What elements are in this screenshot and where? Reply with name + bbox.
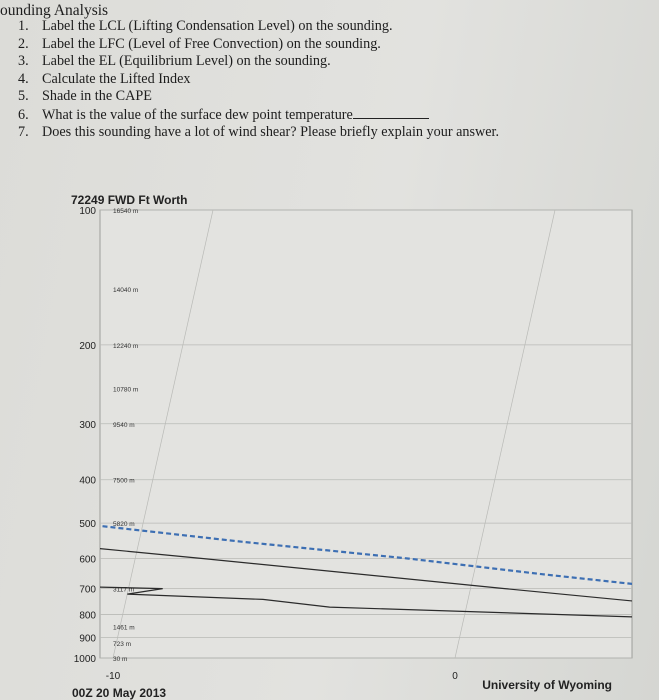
pressure-tick-label: 700 xyxy=(79,585,96,596)
isotherm-gridline xyxy=(454,210,556,658)
question-text: Label the EL (Equilibrium Level) on the … xyxy=(42,53,331,69)
height-label: 9540 m xyxy=(113,422,135,429)
chart-title: 72249 FWD Ft Worth xyxy=(71,193,188,207)
pressure-tick-label: 300 xyxy=(79,420,96,431)
question-text: Label the LCL (Lifting Condensation Leve… xyxy=(42,18,393,34)
question-number: 4. xyxy=(18,70,29,87)
question-item: 6. What is the value of the surface dew p… xyxy=(18,106,499,125)
question-item: 7. Does this sounding have a lot of wind … xyxy=(18,124,499,142)
question-number: 6. xyxy=(18,106,29,123)
temperature-tick-label: -10 xyxy=(106,671,121,682)
isotherm-gridline xyxy=(112,210,214,658)
pressure-tick-label: 400 xyxy=(79,476,96,487)
height-label: 1461 m xyxy=(113,624,135,631)
temperature-tick-label: 0 xyxy=(452,671,458,682)
chart-footer-source: University of Wyoming xyxy=(482,678,612,692)
question-text: Calculate the Lifted Index xyxy=(42,70,191,87)
question-number: 3. xyxy=(18,53,29,69)
pressure-tick-label: 200 xyxy=(79,341,96,352)
parcel-path-line xyxy=(100,524,632,585)
question-item: 3. Label the EL (Equilibrium Level) on th… xyxy=(18,53,499,71)
question-item: 4. Calculate the Lifted Index xyxy=(18,71,499,89)
question-number: 5. xyxy=(18,88,29,104)
answer-blank xyxy=(352,106,429,119)
dewpoint-profile-line xyxy=(100,586,632,618)
height-label: 723 m xyxy=(113,641,131,648)
height-label: 16540 m xyxy=(113,208,138,215)
height-label: 10780 m xyxy=(113,386,138,393)
question-list: 1. Label the LCL (Lifting Condensation Le… xyxy=(18,18,499,142)
pressure-tick-label: 500 xyxy=(79,519,96,530)
question-text: Label the LFC (Level of Free Convection)… xyxy=(42,35,381,52)
question-item: 5. Shade in the CAPE xyxy=(18,88,499,106)
pressure-tick-label: 900 xyxy=(79,634,96,645)
worksheet-heading: ounding Analysis xyxy=(0,2,109,19)
question-item: 2. Label the LFC (Level of Free Convectio… xyxy=(18,36,499,54)
question-number: 2. xyxy=(18,35,29,52)
question-text: What is the value of the surface dew poi… xyxy=(42,106,353,123)
pressure-tick-label: 600 xyxy=(79,555,96,566)
pressure-tick-label: 1000 xyxy=(74,654,97,665)
pressure-tick-label: 800 xyxy=(79,611,96,622)
question-number: 7. xyxy=(18,124,29,140)
question-number: 1. xyxy=(18,18,29,34)
chart-footer-date: 00Z 20 May 2013 xyxy=(72,686,166,700)
height-label: 5820 m xyxy=(113,521,135,528)
question-item: 1. Label the LCL (Lifting Condensation Le… xyxy=(18,18,499,36)
height-label: 30 m xyxy=(113,656,127,663)
plot-frame xyxy=(99,209,633,659)
question-text: Shade in the CAPE xyxy=(42,88,152,104)
height-label: 7500 m xyxy=(113,478,135,485)
height-label: 14040 m xyxy=(113,287,138,294)
height-label: 12240 m xyxy=(113,343,138,350)
height-label: 3117 m xyxy=(113,587,134,594)
question-text: Does this sounding have a lot of wind sh… xyxy=(42,124,500,140)
pressure-tick-label: 100 xyxy=(79,206,96,217)
